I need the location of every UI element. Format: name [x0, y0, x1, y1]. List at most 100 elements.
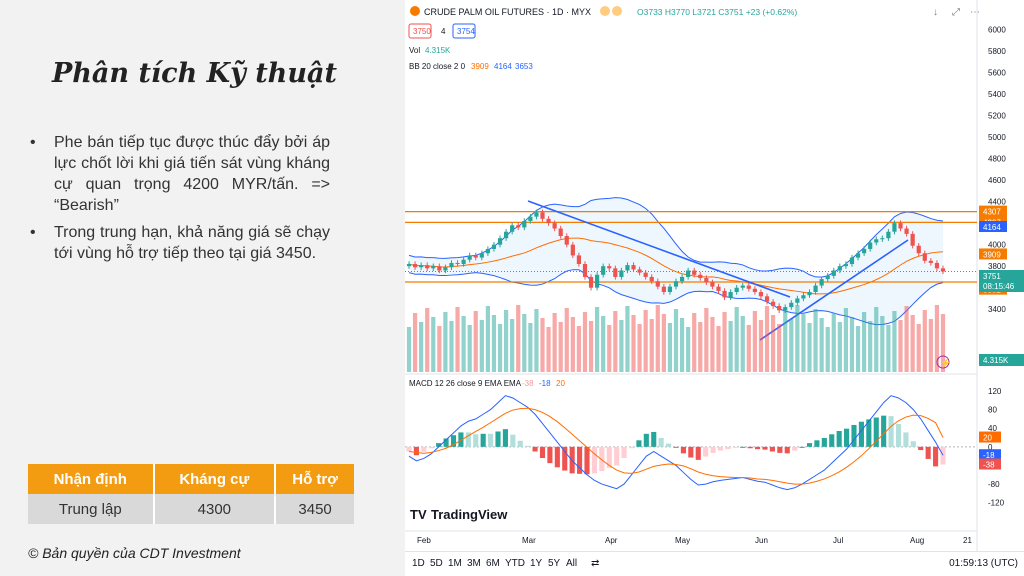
candle-body — [679, 276, 685, 282]
volume-bar — [710, 317, 715, 372]
timeframe-all-button[interactable]: All — [566, 558, 578, 569]
candle-body — [855, 253, 861, 258]
price-tick-label: 4600 — [988, 176, 1006, 185]
volume-bar — [807, 323, 812, 372]
timeframe-1m-button[interactable]: 1M — [448, 558, 462, 569]
candle-body — [928, 260, 933, 263]
timeframe-5d-button[interactable]: 5D — [430, 558, 443, 569]
volume-bar — [704, 308, 709, 372]
sell-price-box[interactable] — [408, 23, 432, 39]
candle-body — [449, 262, 454, 268]
timeframe-5y-button[interactable]: 5Y — [548, 558, 561, 569]
timeframe-1y-button[interactable]: 1Y — [530, 558, 543, 569]
candle-body — [704, 278, 709, 283]
macd-tick-label: -120 — [988, 499, 1005, 508]
volume-bar — [940, 314, 946, 372]
macd-histogram-bar — [621, 446, 627, 459]
analysis-panel: Phân tích Kỹ thuật Phe bán tiếp tục được… — [0, 0, 405, 576]
candle-body — [522, 220, 527, 228]
bullet-item: Trong trung hạn, khả năng giá sẽ chạy tớ… — [30, 222, 330, 264]
macd-tick-label: 80 — [988, 406, 997, 415]
volume-bar — [819, 318, 824, 372]
macd-tick-label: 0 — [988, 443, 993, 452]
scroll-down-icon[interactable]: ↓ — [933, 7, 938, 18]
candle-body — [849, 257, 855, 265]
macd-histogram-bar — [858, 421, 864, 447]
volume-bar — [740, 316, 745, 372]
volume-bar — [692, 313, 697, 372]
macd-histogram-bar — [614, 446, 620, 466]
candle-body — [880, 238, 885, 240]
volume-bar — [837, 322, 842, 372]
candle-body — [722, 290, 727, 298]
price-axis-tag — [979, 205, 1007, 217]
macd-histogram-bar — [421, 446, 427, 452]
utc-clock[interactable]: 01:59:13 (UTC) — [949, 558, 1018, 569]
macd-histogram-bar — [473, 434, 479, 447]
macd-line-value: -18 — [539, 379, 551, 388]
volume-bar — [510, 319, 515, 372]
macd-histogram-bar — [732, 446, 738, 448]
price-axis-tag-label: 4164 — [983, 223, 1001, 232]
candle-body — [819, 279, 824, 286]
settings-icon[interactable]: ⋯ — [970, 7, 980, 18]
macd-histogram-bar — [680, 446, 686, 454]
price-tick-label: 5600 — [988, 68, 1006, 77]
volume-bar — [746, 325, 751, 372]
macd-histogram-bar — [940, 446, 946, 465]
timeframe-1d-button[interactable]: 1D — [412, 558, 425, 569]
tradingview-chart[interactable]: CRUDE PALM OIL FUTURES · 1D · MYX O3733 … — [405, 0, 1024, 576]
price-tick-label: 4000 — [988, 241, 1006, 250]
volume-bar — [576, 326, 582, 372]
volume-bar — [449, 321, 454, 372]
volume-bar — [425, 308, 430, 372]
chart-canvas[interactable]: CRUDE PALM OIL FUTURES · 1D · MYX O3733 … — [405, 0, 1024, 551]
timeframe-3m-button[interactable]: 3M — [467, 558, 481, 569]
candle-body — [716, 286, 721, 291]
volume-bar — [431, 317, 436, 372]
volume-bar — [437, 326, 442, 372]
macd-histogram-bar — [844, 428, 850, 447]
fullscreen-icon[interactable]: ⤢ — [952, 7, 960, 18]
macd-histogram-bar — [525, 445, 531, 447]
volume-bar — [503, 310, 509, 372]
candle-body — [528, 216, 533, 221]
macd-histogram-bar — [539, 446, 546, 459]
timeframe-6m-button[interactable]: 6M — [486, 558, 500, 569]
candle-body — [534, 212, 539, 217]
vol-axis-tag — [979, 354, 1024, 366]
date-range-icon[interactable]: ⇄ — [591, 558, 600, 569]
volume-bar — [783, 310, 788, 372]
macd-histogram-bar — [532, 446, 538, 452]
volume-bar — [516, 305, 521, 372]
candle-body — [491, 244, 497, 249]
buy-price-box[interactable] — [452, 23, 476, 39]
candle-body — [667, 286, 673, 293]
bb-fill — [409, 197, 943, 325]
volume-bar — [910, 315, 915, 372]
macd-histogram-bar — [866, 419, 872, 447]
downtrend-line[interactable] — [527, 200, 791, 298]
symbol-title[interactable]: CRUDE PALM OIL FUTURES · 1D · MYX — [424, 7, 591, 17]
market-status-icon — [600, 6, 610, 16]
alert-icon[interactable] — [936, 355, 950, 369]
volume-bar — [904, 306, 909, 372]
time-axis[interactable]: Feb Mar Apr May Jun Jul Aug 21 — [417, 536, 972, 545]
macd-histogram-bar — [488, 433, 494, 447]
macd-histogram-bar — [792, 446, 798, 451]
timeframe-ytd-button[interactable]: YTD — [505, 558, 525, 569]
price-tick-label: 3400 — [988, 305, 1006, 314]
volume-bar — [479, 320, 484, 372]
candle-body — [940, 268, 946, 272]
candle-body — [922, 253, 927, 261]
macd-axis-tag — [979, 458, 1001, 470]
macd-histogram-bar — [406, 446, 412, 452]
volume-bar — [880, 316, 885, 372]
volume-bar — [667, 323, 673, 372]
candle-body — [764, 296, 770, 302]
macd-histogram-bar — [510, 434, 516, 447]
candle-body — [843, 264, 849, 267]
volume-bar — [722, 312, 727, 372]
timeframe-bar: 1D 5D 1M 3M 6M YTD 1Y 5Y All ⇄ 01:59:13 … — [405, 551, 1024, 576]
